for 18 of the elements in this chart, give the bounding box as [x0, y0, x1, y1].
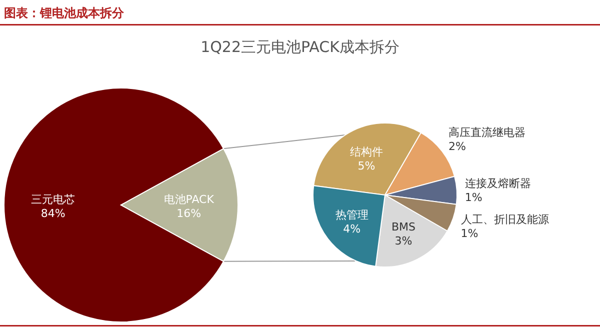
slice-label: 结构件 — [350, 146, 384, 159]
slice-label: BMS — [391, 220, 416, 234]
chart-title: 图表：锂电池成本拆分 — [4, 6, 125, 20]
slice-label: 热管理 — [335, 208, 368, 222]
data-label: 1% — [464, 190, 482, 204]
data-label: 1% — [460, 227, 478, 240]
slice-label: 三元电芯 — [31, 193, 76, 206]
data-label: 3% — [394, 234, 412, 248]
text: 1Q22三元电池PACK成本拆分 — [200, 38, 400, 56]
data-label: 4% — [343, 222, 361, 236]
slice-label: 人工、折旧及能源 — [460, 213, 549, 226]
slice-label: 电池PACK — [164, 193, 215, 206]
data-label: 2% — [448, 140, 466, 153]
slice-label: 高压直流继电器 — [448, 126, 526, 139]
data-label: 5% — [358, 160, 376, 173]
data-label: 16% — [176, 207, 202, 220]
data-label: 84% — [40, 207, 66, 220]
slice-label: 连接及熔断器 — [464, 176, 531, 190]
